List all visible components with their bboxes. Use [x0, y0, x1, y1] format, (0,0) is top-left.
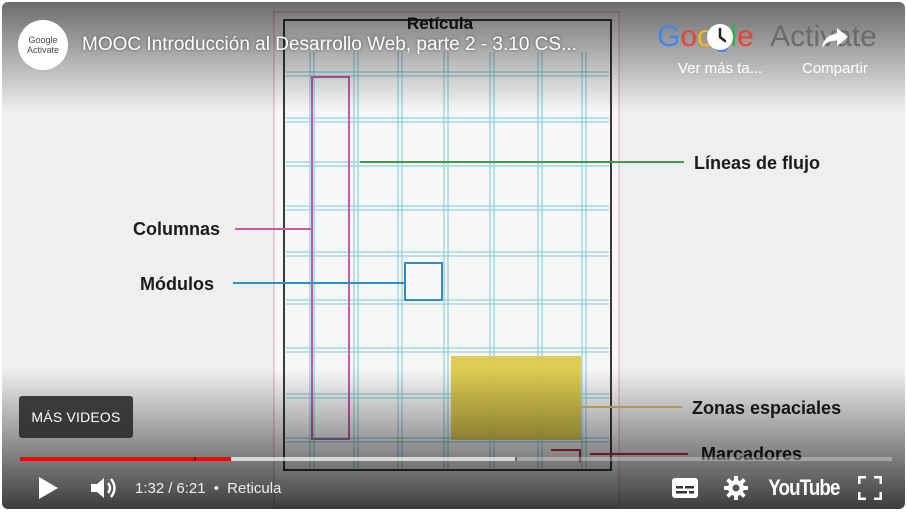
- share-label: Compartir: [802, 60, 868, 77]
- modules-label: Módulos: [140, 274, 214, 294]
- flow-lines-label: Líneas de flujo: [694, 153, 820, 173]
- current-time: 1:32: [135, 480, 165, 497]
- spatial-zones-label: Zonas espaciales: [692, 398, 841, 418]
- play-button[interactable]: [30, 472, 66, 504]
- markers-label: Marcadores: [701, 444, 802, 464]
- subtitles-icon: [672, 478, 698, 498]
- fullscreen-button[interactable]: [852, 472, 888, 504]
- chapter-title[interactable]: Reticula: [227, 480, 282, 497]
- spatial-zone-shape: [451, 356, 581, 440]
- volume-button[interactable]: [86, 472, 122, 504]
- avatar-text-google: Google: [28, 35, 58, 45]
- time-display: 1:32/6:21 • Reticula: [135, 480, 282, 497]
- share-icon: [821, 28, 848, 48]
- watermark-activate: Activate: [770, 20, 877, 53]
- avatar-text-activate: Activate: [26, 45, 59, 55]
- more-videos-button[interactable]: MÁS VIDEOS: [19, 396, 133, 438]
- chapter-marker: [515, 457, 518, 461]
- youtube-logo: YouTube: [768, 475, 840, 500]
- settings-button[interactable]: [718, 472, 754, 504]
- play-icon: [39, 477, 58, 499]
- chapter-marker: [193, 457, 196, 461]
- columns-label: Columnas: [133, 219, 220, 239]
- progress-played: [20, 457, 232, 461]
- volume-icon: [91, 478, 116, 498]
- clock-icon: [707, 24, 734, 50]
- channel-avatar[interactable]: Google Activate: [18, 20, 68, 70]
- gear-icon: [724, 476, 748, 500]
- watch-later-label: Ver más ta...: [678, 60, 763, 77]
- progress-loaded: [20, 457, 518, 461]
- progress-bar[interactable]: [20, 457, 892, 461]
- video-title[interactable]: MOOC Introducción al Desarrollo Web, par…: [82, 34, 577, 55]
- slide-title: Retícula: [407, 14, 474, 33]
- fullscreen-icon: [858, 476, 882, 500]
- youtube-logo-button[interactable]: YouTube: [766, 472, 842, 504]
- subtitles-button[interactable]: [666, 472, 704, 504]
- share-button[interactable]: Compartir: [802, 22, 868, 77]
- control-bar: 1:32/6:21 • Reticula: [2, 468, 905, 508]
- module-shape: [404, 262, 443, 301]
- duration: 6:21: [176, 480, 206, 497]
- watch-later-button[interactable]: Ver más ta...: [678, 22, 762, 77]
